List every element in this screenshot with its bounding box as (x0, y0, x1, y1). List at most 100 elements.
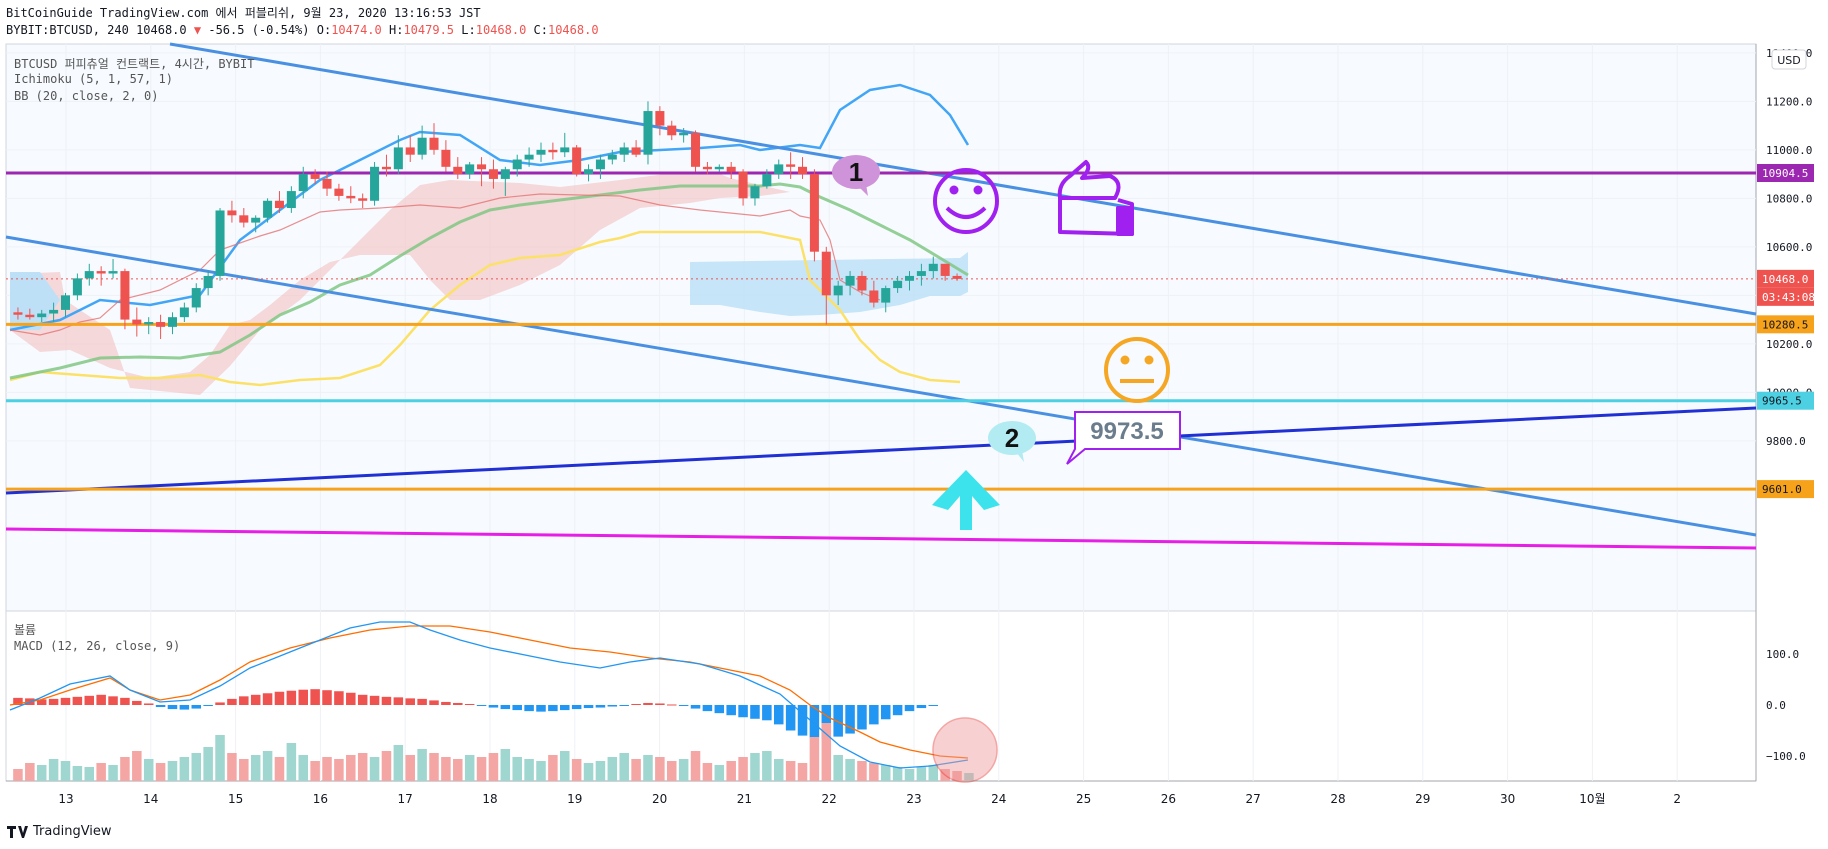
time-tick-label: 22 (822, 792, 837, 806)
volume-bar (286, 743, 297, 781)
magenta-trendline[interactable] (5, 527, 1757, 550)
volume-bar (512, 757, 522, 781)
candle-body (655, 111, 665, 126)
volume-bar (619, 753, 629, 781)
macd-tick-label: 0.0 (1766, 699, 1786, 712)
symbol-label[interactable]: BYBIT:BTCUSD, 240 (6, 23, 129, 37)
candle-body (857, 275, 867, 291)
price-callout[interactable]: 9973.5 (1066, 411, 1181, 465)
volume-bar (262, 751, 273, 781)
candle-body (477, 164, 487, 170)
volume-bar (179, 757, 190, 781)
volume-bar (690, 751, 701, 781)
macd-bar (143, 703, 154, 705)
macd-bar (488, 705, 499, 708)
volume-bar (215, 735, 225, 781)
volume-bar (132, 751, 142, 781)
low-label: L: (461, 23, 476, 37)
down-triangle-icon: ▼ (193, 23, 202, 37)
upper-trendline[interactable] (169, 42, 1757, 316)
volume-bar (72, 766, 83, 781)
legend-volume[interactable]: 볼륨 (14, 623, 37, 637)
candle-body (952, 275, 962, 279)
time-tick-label: 30 (1500, 792, 1515, 806)
macd-bar (250, 694, 261, 705)
legend-ichimoku[interactable]: Ichimoku (5, 1, 57, 1) (14, 72, 173, 86)
candle-body (84, 271, 94, 279)
candle-body (726, 166, 736, 172)
macd-bar (429, 700, 439, 705)
candles (13, 101, 962, 339)
macd-bar (607, 705, 618, 707)
macd-bar (773, 705, 784, 725)
publish-info: BitCoinGuide TradingView.com 에서 퍼블리쉬, 9월… (6, 6, 481, 20)
candle-body (13, 312, 23, 315)
candle-body (417, 137, 427, 155)
macd-bar (36, 699, 47, 705)
candle-body (679, 132, 689, 136)
candle-body (940, 263, 950, 276)
bb-lower-line (9, 230, 961, 387)
candle-body (37, 313, 47, 318)
volume-bar (441, 757, 451, 781)
macd-bar (643, 702, 653, 705)
macd-bar (120, 697, 130, 705)
volume-bar (928, 765, 939, 781)
price-tick-label: 10200.0 (1766, 338, 1812, 351)
volume-bar (48, 759, 59, 781)
volume-bar (429, 753, 439, 781)
legend-macd[interactable]: MACD (12, 26, close, 9) (14, 639, 181, 653)
macd-bar (595, 705, 606, 708)
volume-bar (904, 769, 915, 781)
candle-body (500, 169, 510, 179)
time-tick-label: 17 (398, 792, 413, 806)
volume-bar (667, 761, 677, 781)
legend-bb[interactable]: BB (20, close, 2, 0) (14, 89, 159, 103)
candle-body (524, 154, 534, 160)
volume-bar (571, 759, 582, 781)
currency-badge[interactable] (1771, 49, 1807, 70)
time-axis[interactable]: 13 14 15 16 17 18 19 20 21 22 23 24 25 26 27 28 29 30 10월 2 (58, 792, 1681, 806)
candle-body (798, 166, 808, 175)
macd-signal-line (9, 625, 969, 759)
footer-brand[interactable]: TradingView (6, 824, 112, 839)
price-tick-label: 11200.0 (1766, 95, 1812, 108)
macd-bar (60, 697, 71, 705)
candle-body (251, 217, 261, 223)
macd-bar (417, 698, 427, 705)
candle-body (714, 166, 724, 170)
marker-2[interactable]: 2 (988, 421, 1036, 462)
time-tick-label: 24 (991, 792, 1006, 806)
main-pane[interactable] (5, 43, 1757, 612)
volume-bar (702, 763, 713, 781)
volume-bar (821, 723, 832, 781)
time-tick-label: 18 (482, 792, 497, 806)
lower-trendline[interactable] (5, 235, 1757, 537)
candle-body (381, 166, 391, 170)
candle-body (916, 271, 926, 276)
macd-bar (738, 705, 748, 718)
price-axis[interactable]: 9800.010000.010200.010400.010600.010800.… (1757, 47, 1815, 763)
marker-1[interactable]: 1 (832, 155, 880, 196)
volume-bar (797, 763, 808, 781)
price-badge (1757, 164, 1814, 182)
candle-body (691, 132, 701, 167)
volume-bar (108, 765, 118, 781)
support-trendline[interactable] (5, 406, 1757, 495)
macd-bar (357, 694, 368, 705)
macd-tick-label: 100.0 (1766, 648, 1799, 661)
candle-body (928, 263, 938, 272)
smiley-icon (933, 168, 999, 234)
macd-bar (346, 692, 356, 705)
volume-bar (143, 759, 154, 781)
volume-bar (655, 757, 665, 781)
volume-bar (845, 759, 855, 781)
candle-body (72, 278, 82, 296)
candle-body (274, 200, 284, 209)
volume-bar (916, 767, 927, 781)
macd-bar (369, 695, 380, 705)
macd-bar (393, 697, 404, 705)
macd-bar (571, 705, 582, 710)
volume-bar (13, 769, 23, 781)
